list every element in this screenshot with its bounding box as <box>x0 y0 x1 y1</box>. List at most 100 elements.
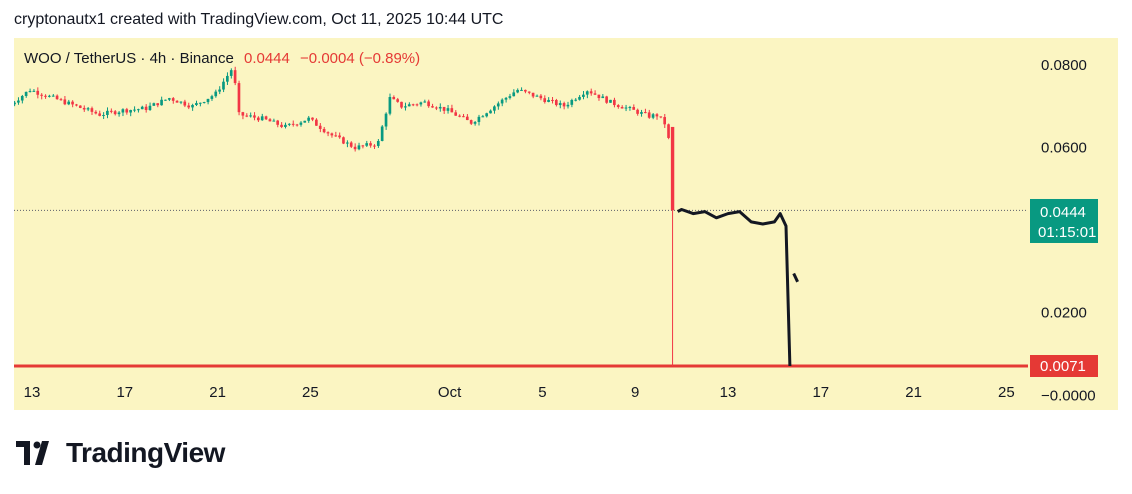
candle[interactable] <box>106 110 109 115</box>
candle[interactable] <box>67 101 71 105</box>
candle[interactable] <box>620 106 624 109</box>
symbol-legend[interactable]: WOO / TetherUS · 4h · Binance 0.0444 −0.… <box>24 50 420 67</box>
candle[interactable] <box>63 99 67 105</box>
candle[interactable] <box>280 124 283 127</box>
candle[interactable] <box>28 91 32 93</box>
candle[interactable] <box>624 107 628 109</box>
candle[interactable] <box>253 115 256 118</box>
candle[interactable] <box>218 89 221 92</box>
candle[interactable] <box>303 120 307 123</box>
candle[interactable] <box>315 119 318 126</box>
candle[interactable] <box>570 99 574 105</box>
candle[interactable] <box>647 112 651 118</box>
candle[interactable] <box>129 110 132 113</box>
candle[interactable] <box>167 98 171 100</box>
candle[interactable] <box>75 104 78 106</box>
candle[interactable] <box>264 116 268 120</box>
candle[interactable] <box>40 94 43 96</box>
candle[interactable] <box>539 95 543 99</box>
candle[interactable] <box>345 142 349 144</box>
candle[interactable] <box>125 109 129 113</box>
candle[interactable] <box>299 122 303 125</box>
candle[interactable] <box>655 114 659 117</box>
candle[interactable] <box>241 112 245 116</box>
candle[interactable] <box>287 123 291 125</box>
candle[interactable] <box>516 89 519 93</box>
candle[interactable] <box>148 105 152 111</box>
candle[interactable] <box>427 101 430 107</box>
candle[interactable] <box>71 101 74 105</box>
candle[interactable] <box>322 128 326 133</box>
candle[interactable] <box>404 106 407 108</box>
candle[interactable] <box>369 143 372 146</box>
candle[interactable] <box>667 124 670 138</box>
candle[interactable] <box>36 90 40 95</box>
tradingview-footer[interactable]: TradingView <box>16 437 225 469</box>
candle[interactable] <box>284 124 287 127</box>
candle[interactable] <box>531 92 535 97</box>
candle[interactable] <box>175 100 179 103</box>
candle[interactable] <box>361 145 365 147</box>
candle[interactable] <box>454 112 458 116</box>
candle[interactable] <box>156 103 160 106</box>
candle[interactable] <box>272 120 276 122</box>
candle[interactable] <box>229 70 233 76</box>
candle[interactable] <box>256 117 260 121</box>
candle[interactable] <box>14 102 16 105</box>
candle[interactable] <box>651 114 655 118</box>
candle[interactable] <box>628 107 632 109</box>
candle[interactable] <box>330 133 334 136</box>
candle[interactable] <box>202 102 206 104</box>
candle[interactable] <box>392 97 396 100</box>
candle[interactable] <box>632 107 636 110</box>
candle[interactable] <box>388 97 392 114</box>
candle[interactable] <box>589 91 593 94</box>
candle[interactable] <box>643 112 647 114</box>
candle[interactable] <box>380 126 384 141</box>
candle[interactable] <box>268 119 272 122</box>
candle[interactable] <box>260 116 264 121</box>
candle[interactable] <box>384 113 388 127</box>
candle[interactable] <box>431 106 434 108</box>
candle[interactable] <box>233 70 237 84</box>
candle[interactable] <box>601 96 605 99</box>
candle[interactable] <box>237 83 241 113</box>
candle[interactable] <box>524 89 527 92</box>
candle[interactable] <box>520 89 523 91</box>
price-chart[interactable]: 0.0800 0.0600 0.0200 −0.0000 13 17 21 25 Oct 5 9 13… <box>14 38 1118 410</box>
candle[interactable] <box>249 115 252 117</box>
candle[interactable] <box>496 103 500 107</box>
candle[interactable] <box>535 95 539 97</box>
chart-panel[interactable]: 0.0800 0.0600 0.0200 −0.0000 13 17 21 25 Oct 5 9 13… <box>14 38 1118 410</box>
candle[interactable] <box>609 99 612 103</box>
candle[interactable] <box>20 95 24 101</box>
candle[interactable] <box>551 99 554 101</box>
candle[interactable] <box>195 103 198 106</box>
candle[interactable] <box>500 99 504 104</box>
candle[interactable] <box>113 111 117 115</box>
candle[interactable] <box>183 101 187 106</box>
candle[interactable] <box>144 106 148 111</box>
candle[interactable] <box>226 75 229 82</box>
candle[interactable] <box>117 112 121 115</box>
candle[interactable] <box>493 106 496 111</box>
candle[interactable] <box>411 104 415 106</box>
candle[interactable] <box>442 106 446 111</box>
candle[interactable] <box>597 94 601 99</box>
candle[interactable] <box>98 113 101 116</box>
candle[interactable] <box>191 105 194 108</box>
candle[interactable] <box>446 108 450 111</box>
candle[interactable] <box>349 142 353 147</box>
candle[interactable] <box>137 109 140 111</box>
candle[interactable] <box>160 99 163 106</box>
candle[interactable] <box>376 140 380 146</box>
candle[interactable] <box>342 137 345 144</box>
candle[interactable] <box>593 93 597 95</box>
candle[interactable] <box>171 98 175 101</box>
candle[interactable] <box>473 121 477 124</box>
candle[interactable] <box>133 109 136 111</box>
candle[interactable] <box>512 92 516 97</box>
candle[interactable] <box>400 101 403 108</box>
candle[interactable] <box>357 145 361 150</box>
candle[interactable] <box>78 105 82 108</box>
